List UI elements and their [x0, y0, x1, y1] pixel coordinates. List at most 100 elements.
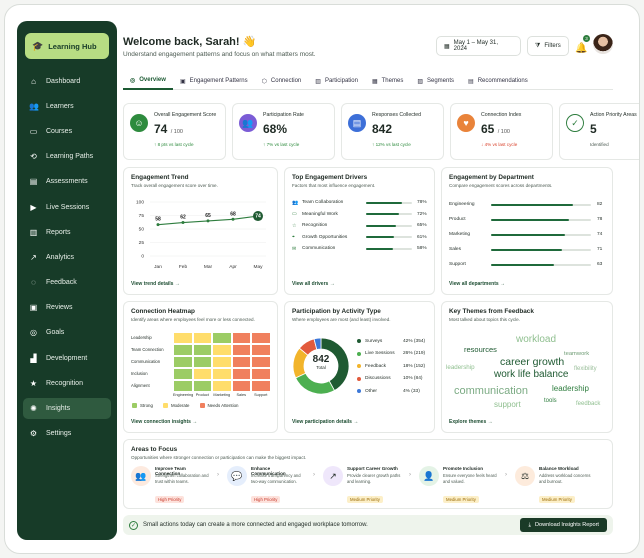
- focus-title: Support Career Growth: [347, 466, 398, 471]
- trend-point: [231, 217, 235, 221]
- theme-word[interactable]: resources: [464, 345, 497, 354]
- theme-word[interactable]: career growth: [500, 356, 565, 368]
- sidebar-item-settings[interactable]: ⚙ Settings: [23, 424, 111, 444]
- view-trend-link[interactable]: View trend details →: [131, 281, 180, 287]
- kpi-card[interactable]: ✓ Action Priority Areas 5 Identified: [559, 103, 639, 160]
- department-value: 74: [597, 232, 603, 237]
- donut-total-label: Total: [316, 365, 326, 370]
- heatmap-cell[interactable]: [212, 368, 232, 380]
- tab-segments[interactable]: ▨ Segments: [410, 72, 461, 90]
- sidebar-item-reports[interactable]: ▥ Reports: [23, 222, 111, 242]
- donut-slice[interactable]: [295, 372, 336, 395]
- tab-icon: ◎: [130, 77, 136, 84]
- legend-dot: [357, 389, 361, 394]
- sidebar-item-recognition[interactable]: ★ Recognition: [23, 373, 111, 393]
- sidebar-item-label: Development: [46, 354, 88, 362]
- donut-slice[interactable]: [313, 337, 322, 351]
- focus-item[interactable]: 👤 Promote Inclusion Ensure everyone feels …: [419, 466, 507, 506]
- heatmap-cell[interactable]: [231, 380, 251, 392]
- driver-bar-track: [366, 213, 412, 216]
- heatmap-cell[interactable]: [192, 344, 212, 356]
- sidebar-item-learners[interactable]: 👥 Learners: [23, 96, 111, 116]
- sidebar-item-development[interactable]: ▟ Development: [23, 348, 111, 368]
- department-value: 63: [597, 262, 603, 267]
- sidebar-item-reviews[interactable]: ▣ Reviews: [23, 298, 111, 318]
- tab-participation[interactable]: ▥ Participation: [308, 72, 365, 90]
- theme-word[interactable]: leadership: [446, 364, 475, 371]
- heatmap-cell[interactable]: [173, 368, 193, 380]
- kpi-card[interactable]: ▤ Responses Collected 842 ↑ 12% vs last cy…: [341, 103, 444, 160]
- card-subtitle: Identify areas where employees feel more…: [131, 317, 255, 322]
- driver-icon: ▭: [292, 211, 297, 218]
- theme-word[interactable]: workload: [516, 334, 557, 345]
- download-report-button[interactable]: ⤓ Download Insights Report: [520, 518, 607, 532]
- tab-overview[interactable]: ◎ Overview: [123, 72, 173, 90]
- heatmap-cell[interactable]: [251, 356, 271, 368]
- heatmap-cell[interactable]: [251, 344, 271, 356]
- view-drivers-link[interactable]: View all drivers →: [292, 281, 335, 287]
- heatmap-cell[interactable]: [251, 368, 271, 380]
- sidebar-item-feedback[interactable]: ◌ Feedback: [23, 273, 111, 293]
- heatmap-cell[interactable]: [192, 380, 212, 392]
- sidebar-item-dashboard[interactable]: ⌂ Dashboard: [23, 71, 111, 91]
- heatmap-cell[interactable]: [192, 356, 212, 368]
- heatmap-cell[interactable]: [212, 380, 232, 392]
- theme-word[interactable]: flexibility: [574, 366, 597, 372]
- heatmap-cell[interactable]: [173, 356, 193, 368]
- focus-item[interactable]: 👥 Improve Team Connection Strengthen colla…: [131, 466, 219, 506]
- heatmap-cell[interactable]: [212, 344, 232, 356]
- heatmap-legend: Strong Moderate Needs Attention: [132, 403, 239, 408]
- heatmap-cell[interactable]: [192, 368, 212, 380]
- tab-engagement-patterns[interactable]: ▣ Engagement Patterns: [173, 72, 255, 90]
- focus-item[interactable]: ↗ Support Career Growth Provide clearer gr…: [323, 466, 411, 506]
- view-connection-link[interactable]: View connection insights →: [131, 419, 198, 425]
- view-participation-link[interactable]: View participation details →: [292, 419, 359, 425]
- heatmap-cell[interactable]: [231, 332, 251, 344]
- focus-description: Address workload concerns and burnout.: [539, 473, 591, 484]
- focus-item[interactable]: ⚖ Balance Workload Address workload concer…: [515, 466, 591, 506]
- theme-word[interactable]: leadership: [552, 384, 589, 393]
- heatmap-cell[interactable]: [192, 332, 212, 344]
- filters-button[interactable]: ⧩ Filters: [527, 36, 569, 56]
- explore-themes-link[interactable]: Explore themes →: [449, 419, 493, 425]
- sidebar-item-courses[interactable]: ▭ Courses: [23, 121, 111, 141]
- avatar[interactable]: [593, 34, 613, 54]
- sidebar-item-analytics[interactable]: ↗ Analytics: [23, 247, 111, 267]
- theme-word[interactable]: tools: [544, 398, 557, 404]
- heatmap-cell[interactable]: [251, 332, 271, 344]
- theme-word[interactable]: support: [494, 400, 521, 409]
- heatmap-cell[interactable]: [231, 344, 251, 356]
- theme-word[interactable]: feedback: [576, 401, 601, 407]
- sidebar-item-live-sessions[interactable]: ▶ Live Sessions: [23, 197, 111, 217]
- focus-item[interactable]: 💬 Enhance Communication Increase transpare…: [227, 466, 315, 506]
- sidebar-item-assessments[interactable]: ▤ Assessments: [23, 172, 111, 192]
- theme-word[interactable]: teamwork: [564, 351, 590, 357]
- kpi-card[interactable]: 👥 Participation Rate 68% ↑ 7% vs last cycl…: [232, 103, 335, 160]
- heatmap-cell[interactable]: [212, 332, 232, 344]
- heatmap-cell[interactable]: [173, 344, 193, 356]
- heatmap-cell[interactable]: [212, 356, 232, 368]
- y-tick-label: 25: [139, 240, 145, 246]
- view-departments-link[interactable]: View all departments →: [449, 281, 506, 287]
- heatmap-cell[interactable]: [231, 368, 251, 380]
- theme-word[interactable]: communication: [454, 385, 528, 397]
- heatmap-cell[interactable]: [173, 332, 193, 344]
- tab-connection[interactable]: ⬡ Connection: [255, 72, 309, 90]
- tab-themes[interactable]: ▦ Themes: [365, 72, 410, 90]
- sidebar-item-insights[interactable]: ✺ Insights: [23, 398, 111, 419]
- heatmap-cell[interactable]: [231, 356, 251, 368]
- heatmap-cell[interactable]: [251, 380, 271, 392]
- tab-recommendations[interactable]: ▤ Recommendations: [461, 72, 535, 90]
- kpi-card[interactable]: ☺ Overall Engagement Score 74 / 100 ↑ 8 pts…: [123, 103, 226, 160]
- brand-logo[interactable]: 🎓 Learning Hub: [25, 33, 109, 59]
- kpi-card[interactable]: ♥ Connection Index 65 / 100 ↓ 4% vs last cy…: [450, 103, 553, 160]
- notifications-button[interactable]: 🔔 3: [575, 35, 590, 54]
- sidebar-item-goals[interactable]: ◎ Goals: [23, 323, 111, 343]
- arrow-icon: ›: [505, 472, 507, 478]
- tab-icon: ▦: [371, 78, 378, 85]
- sidebar-item-learning-paths[interactable]: ⟲ Learning Paths: [23, 147, 111, 167]
- theme-word[interactable]: work life balance: [494, 369, 569, 380]
- driver-row: ▭ Meaningful Work 72%: [292, 209, 427, 221]
- date-range-picker[interactable]: ▦ May 1 – May 31, 2024: [436, 36, 521, 56]
- heatmap-cell[interactable]: [173, 380, 193, 392]
